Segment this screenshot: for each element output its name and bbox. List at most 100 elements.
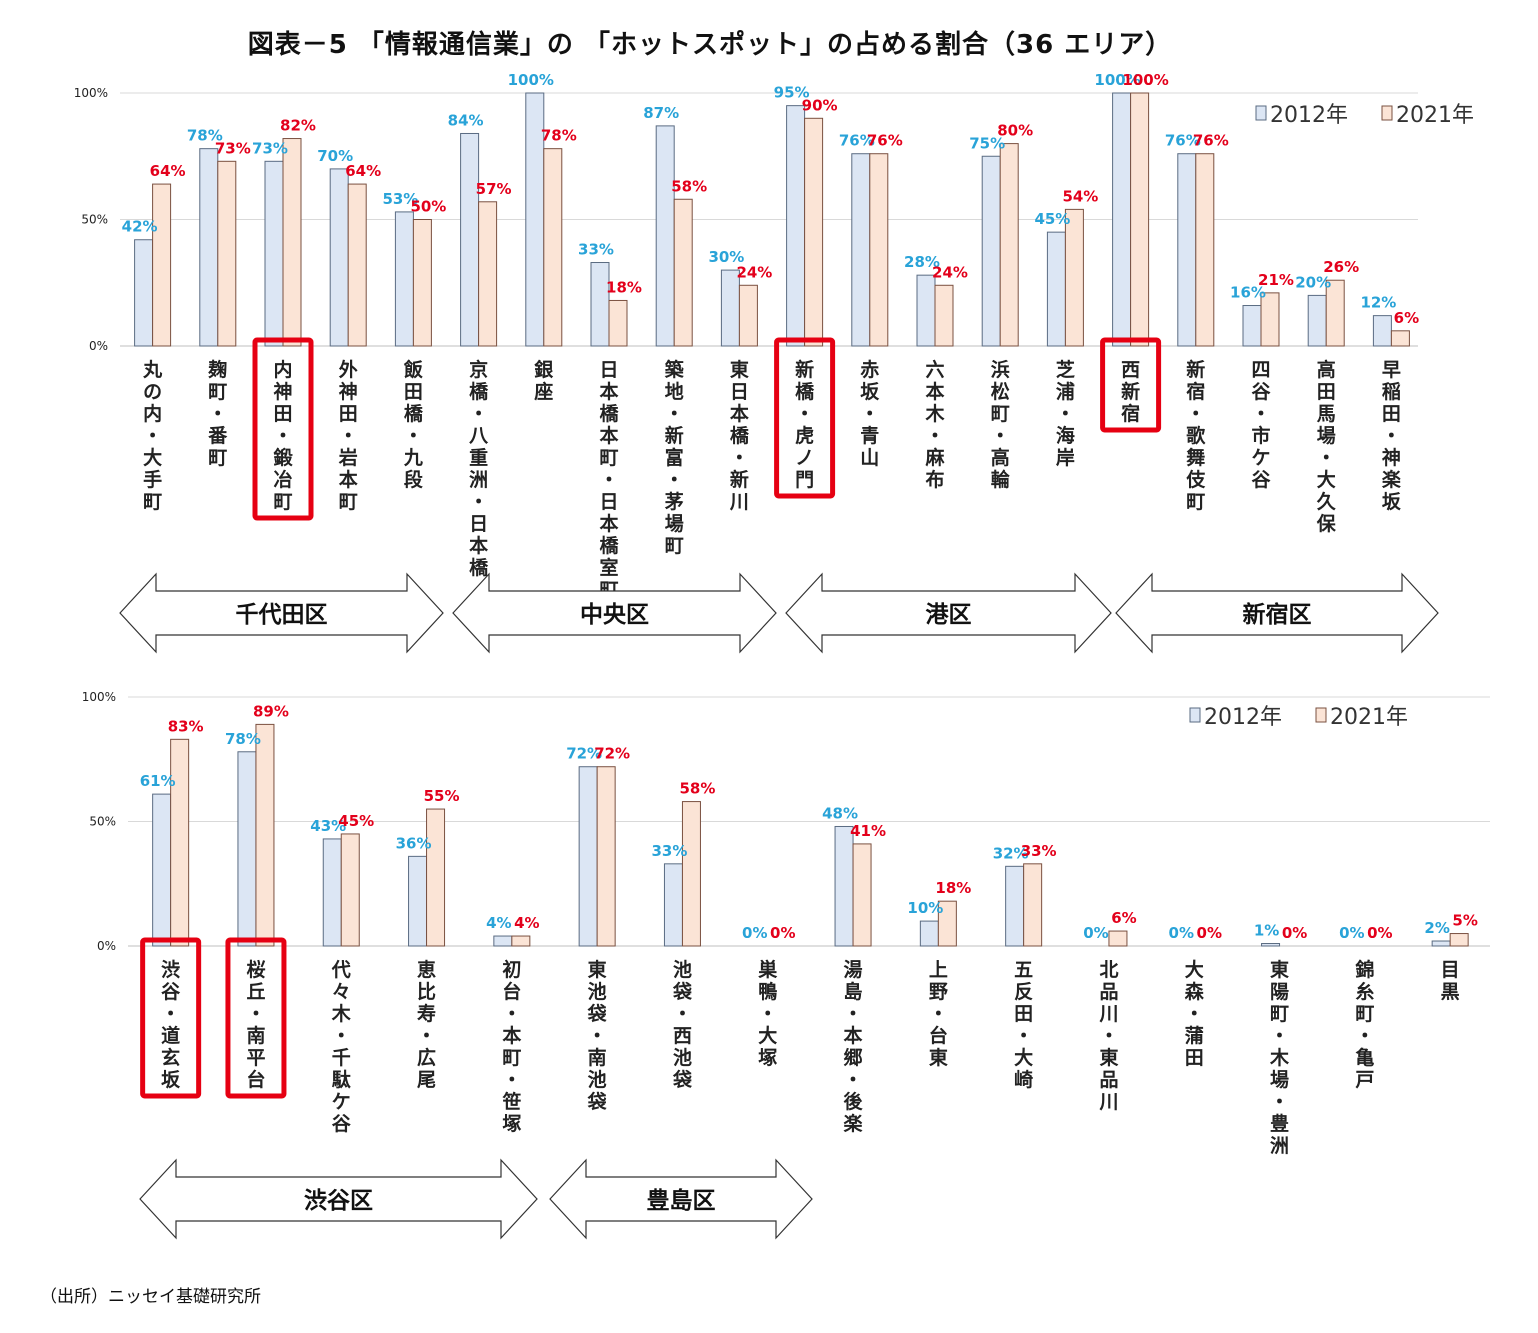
category-label-text: 四谷・市ケ谷 — [1251, 359, 1271, 491]
category-label-text: 麹町・番町 — [207, 358, 228, 469]
bar-2021 — [596, 766, 616, 947]
category-label-text: 日本橋本町・日本橋室町 — [599, 359, 619, 601]
data-label-2021: 0% — [770, 924, 795, 942]
data-label-2021: 4% — [514, 914, 539, 932]
category-label-text: 桜丘・南平台 — [246, 958, 265, 1091]
ward-arrow-shape — [785, 572, 1112, 654]
bar-2012 — [655, 125, 675, 347]
data-label-2012: 32% — [993, 844, 1029, 862]
category-label-text: 京橋・八重洲・日本橋 — [469, 358, 489, 579]
bar-2021 — [1130, 92, 1150, 347]
data-label-2012: 0% — [1339, 924, 1364, 942]
ward-label: 中央区 — [580, 602, 649, 628]
y-tick-label: 0% — [97, 939, 116, 953]
category-label: 麹町・番町 — [207, 358, 228, 469]
bar-2021 — [1108, 930, 1128, 947]
category-label: 渋谷・道玄坂 — [161, 958, 181, 1091]
bar-2012 — [1005, 865, 1025, 947]
data-label-2021: 18% — [935, 879, 971, 897]
category-label: 巣鴨・大塚 — [757, 958, 778, 1069]
category-label: 目黒 — [1441, 959, 1460, 1003]
bar-2021 — [999, 143, 1019, 347]
ward-arrow: 中央区 — [452, 572, 777, 654]
chart-panel-1: 0%50%100%42%64%丸の内・大手町78%73%麹町・番町73%82%内… — [74, 71, 1474, 654]
bar-2012 — [460, 132, 480, 347]
category-label-text: 東池袋・南池袋 — [587, 958, 608, 1113]
ward-arrow: 千代田区 — [119, 572, 444, 654]
category-label-text: 早稲田・神楽坂 — [1382, 359, 1402, 513]
data-label-2021: 73% — [215, 139, 251, 157]
data-label-2012: 70% — [317, 147, 353, 165]
category-label: 五反田・大崎 — [1014, 959, 1033, 1091]
bar-2021 — [152, 183, 172, 347]
bar-2021 — [852, 843, 872, 947]
data-label-2021: 6% — [1394, 309, 1419, 327]
bar-2021 — [673, 198, 693, 347]
category-label-text: 西新宿 — [1121, 359, 1140, 425]
category-label-text: 東陽町・木場・豊洲 — [1269, 958, 1290, 1157]
bar-2012 — [851, 153, 871, 347]
data-label-2021: 64% — [150, 162, 186, 180]
data-label-2012: 10% — [907, 899, 943, 917]
ward-arrow-shape — [139, 1158, 538, 1240]
data-label-2012: 0% — [1083, 924, 1108, 942]
ward-label: 豊島区 — [647, 1187, 716, 1214]
bar-2021 — [170, 738, 190, 947]
data-label-2021: 72% — [594, 745, 630, 763]
bar-2021 — [738, 284, 758, 347]
bar-2012 — [919, 920, 939, 947]
highlight-box — [252, 337, 314, 521]
data-label-2021: 33% — [1021, 842, 1057, 860]
category-label: 西新宿 — [1121, 359, 1140, 425]
category-label: 六本木・麻布 — [924, 358, 945, 491]
legend-swatch — [1381, 105, 1393, 121]
category-label-text: 渋谷・道玄坂 — [161, 958, 181, 1091]
bar-2012 — [329, 168, 349, 347]
category-label-text: 北品川・東品川 — [1098, 959, 1118, 1113]
highlight-box — [140, 937, 202, 1099]
data-label-2012: 76% — [839, 132, 875, 150]
category-label: 代々木・千駄ケ谷 — [331, 959, 352, 1135]
legend-label: 2021年 — [1396, 103, 1474, 128]
category-label: 大森・蒲田 — [1185, 958, 1205, 1069]
data-label-2021: 18% — [606, 278, 642, 296]
data-label-2021: 0% — [1197, 924, 1222, 942]
bar-2012 — [786, 105, 806, 347]
bar-2021 — [1449, 933, 1469, 947]
data-label-2012: 78% — [225, 730, 261, 748]
bar-2021 — [1390, 330, 1410, 347]
category-label: 浜松町・高輪 — [991, 359, 1011, 491]
legend-label: 2012年 — [1204, 705, 1282, 730]
data-label-2021: 78% — [541, 127, 577, 145]
category-label: 桜丘・南平台 — [246, 958, 265, 1091]
legend-swatch — [1255, 105, 1267, 121]
legend-label: 2021年 — [1330, 705, 1408, 730]
data-label-2012: 0% — [742, 924, 767, 942]
bar-2012 — [590, 262, 610, 347]
data-label-2012: 100% — [1094, 71, 1140, 89]
category-label-text: 大森・蒲田 — [1185, 958, 1205, 1069]
data-label-2021: 41% — [850, 822, 886, 840]
data-label-2021: 24% — [736, 263, 772, 281]
bar-2012 — [1261, 943, 1281, 947]
y-tick-label: 100% — [82, 690, 116, 704]
data-label-2021: 24% — [932, 263, 968, 281]
bar-2012 — [720, 269, 740, 347]
data-label-2012: 76% — [1165, 132, 1201, 150]
data-label-2021: 5% — [1452, 912, 1477, 930]
bar-2021 — [478, 201, 498, 347]
data-label-2012: 78% — [187, 127, 223, 145]
bar-2012 — [199, 148, 219, 347]
bar-2012 — [1177, 153, 1197, 347]
data-label-2012: 33% — [578, 241, 614, 259]
data-label-2021: 64% — [345, 162, 381, 180]
bar-2021 — [543, 148, 563, 347]
bar-2021 — [1260, 292, 1280, 347]
ward-arrow-shape — [549, 1158, 813, 1240]
data-label-2012: 87% — [643, 104, 679, 122]
ward-label: 港区 — [926, 602, 972, 628]
category-label-text: 初台・本町・笹塚 — [502, 958, 521, 1135]
bar-2021 — [869, 153, 889, 347]
category-label-text: 高田馬場・大久保 — [1316, 358, 1337, 535]
y-tick-label: 50% — [81, 213, 108, 227]
